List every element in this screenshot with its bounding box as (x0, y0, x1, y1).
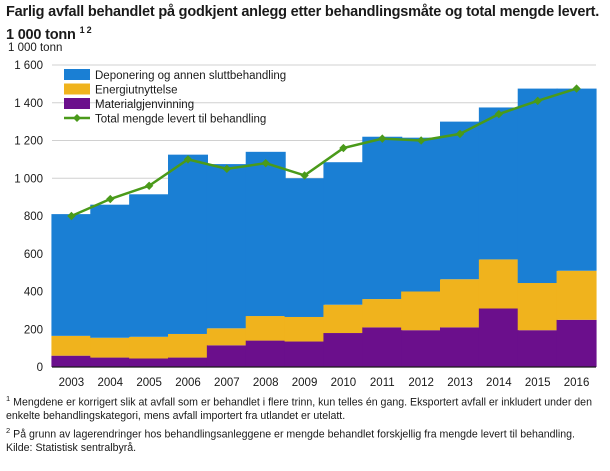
bar-segment (478, 308, 519, 367)
bar-segment (129, 336, 170, 359)
footnote-1: 1 Mengdene er korrigert slik at avfall s… (6, 394, 592, 423)
chart-title: Farlig avfall behandlet på godkjent anle… (6, 3, 606, 44)
legend-label: Materialgjenvinning (95, 99, 194, 111)
x-tick-label: 2014 (486, 377, 512, 389)
total-series-point (144, 181, 154, 190)
x-tick-label: 2011 (370, 377, 395, 389)
stacked-bar-chart: 0 200 400 600 800 1 000 1 200 1 400 1 600 2003 200… (14, 60, 597, 389)
bar-segment (51, 355, 92, 367)
footnote-2: 2 På grunn av lagerendringer hos behandl… (6, 425, 575, 441)
bar-segment (51, 214, 92, 336)
x-tick-label: 2005 (136, 377, 162, 389)
bar-segment (440, 327, 480, 367)
x-tick-label: 2012 (408, 377, 434, 389)
bar-segment (284, 316, 325, 342)
x-tick-label: 2016 (564, 377, 590, 389)
bar-segment (90, 204, 131, 338)
bar-segment (245, 316, 286, 341)
chart-title-text: Farlig avfall behandlet på godkjent anle… (6, 4, 600, 43)
y-tick-label: 0 (37, 362, 43, 374)
bar-segment (90, 337, 131, 358)
bar-segment (129, 358, 170, 367)
legend-swatch (64, 69, 90, 80)
chart-title-footnote-refs: 1 2 (79, 25, 92, 35)
total-series-point (572, 84, 581, 93)
bar-segment (168, 333, 208, 358)
x-tick-label: 2007 (214, 377, 240, 389)
x-tick-label: 2009 (292, 377, 318, 389)
y-tick-label: 400 (24, 287, 43, 299)
bar-segment (478, 259, 519, 309)
bar-segment (362, 136, 403, 300)
bar-segment (206, 345, 247, 367)
total-series-point (533, 96, 542, 106)
legend-label: Deponering og annen sluttbehandling (95, 70, 286, 82)
total-series-point (183, 155, 193, 164)
y-tick-label: 800 (24, 211, 43, 223)
bar-segment (440, 121, 480, 280)
y-tick-label: 1 400 (14, 98, 43, 110)
total-series-point (106, 194, 115, 204)
y-axis-unit-label: 1 000 tonn (8, 42, 63, 54)
bar-segment (284, 178, 325, 317)
bar-segment (51, 335, 92, 356)
legend-label: Total mengde levert til behandling (95, 114, 266, 126)
bar-segment (284, 341, 325, 367)
bar-segment (517, 283, 558, 331)
bar-segment (206, 328, 247, 346)
bar-segment (323, 304, 364, 334)
bar-segment (206, 164, 247, 329)
bar-segment (323, 333, 364, 367)
x-tick-label: 2006 (175, 377, 201, 389)
legend-swatch (64, 83, 90, 95)
total-series-point (67, 211, 76, 221)
bar-segment (556, 270, 597, 320)
bar-segment (129, 194, 170, 337)
bar-segment (168, 357, 208, 367)
total-series-point (300, 171, 309, 180)
total-series-point (339, 143, 348, 153)
y-tick-label: 600 (24, 249, 43, 261)
total-series-point (455, 129, 465, 139)
bar-segment (245, 340, 286, 367)
bar-segment (362, 327, 403, 367)
x-tick-label: 2015 (525, 377, 551, 389)
bar-segment (168, 154, 208, 334)
bar-segment (556, 88, 597, 271)
total-series-line (70, 87, 577, 218)
x-tick-label: 2003 (59, 377, 85, 389)
legend-swatch (64, 98, 90, 109)
bar-segment (517, 330, 558, 367)
source-note: Kilde: Statistisk sentralbyrå. (6, 441, 137, 454)
bar-segment (401, 137, 442, 292)
y-tick-label: 1 200 (14, 136, 43, 148)
legend-marker (73, 114, 81, 122)
bar-segment (440, 279, 480, 328)
total-series-point (494, 109, 504, 119)
bar-segment (401, 330, 442, 367)
y-tick-label: 200 (24, 324, 43, 336)
x-tick-label: 2010 (331, 377, 357, 389)
x-tick-label: 2013 (447, 377, 473, 389)
total-series-point (261, 158, 270, 168)
x-tick-label: 2004 (97, 377, 123, 389)
footnotes: 1 Mengdene er korrigert slik at avfall s… (6, 392, 606, 455)
bar-segment (556, 319, 597, 367)
bar-segment (401, 291, 442, 331)
bar-segment (362, 299, 403, 328)
bar-segment (478, 107, 519, 260)
legend-label: Energiutnyttelse (95, 85, 177, 97)
total-series-point (416, 136, 426, 145)
y-tick-label: 1 600 (14, 60, 43, 72)
x-tick-label: 2008 (253, 377, 279, 389)
bar-segment (323, 162, 364, 305)
total-series-point (378, 134, 387, 143)
bar-segment (245, 151, 286, 317)
bar-segment (517, 88, 558, 284)
bar-segment (90, 357, 131, 367)
total-series-point (222, 164, 232, 174)
y-tick-label: 1 000 (14, 173, 43, 185)
